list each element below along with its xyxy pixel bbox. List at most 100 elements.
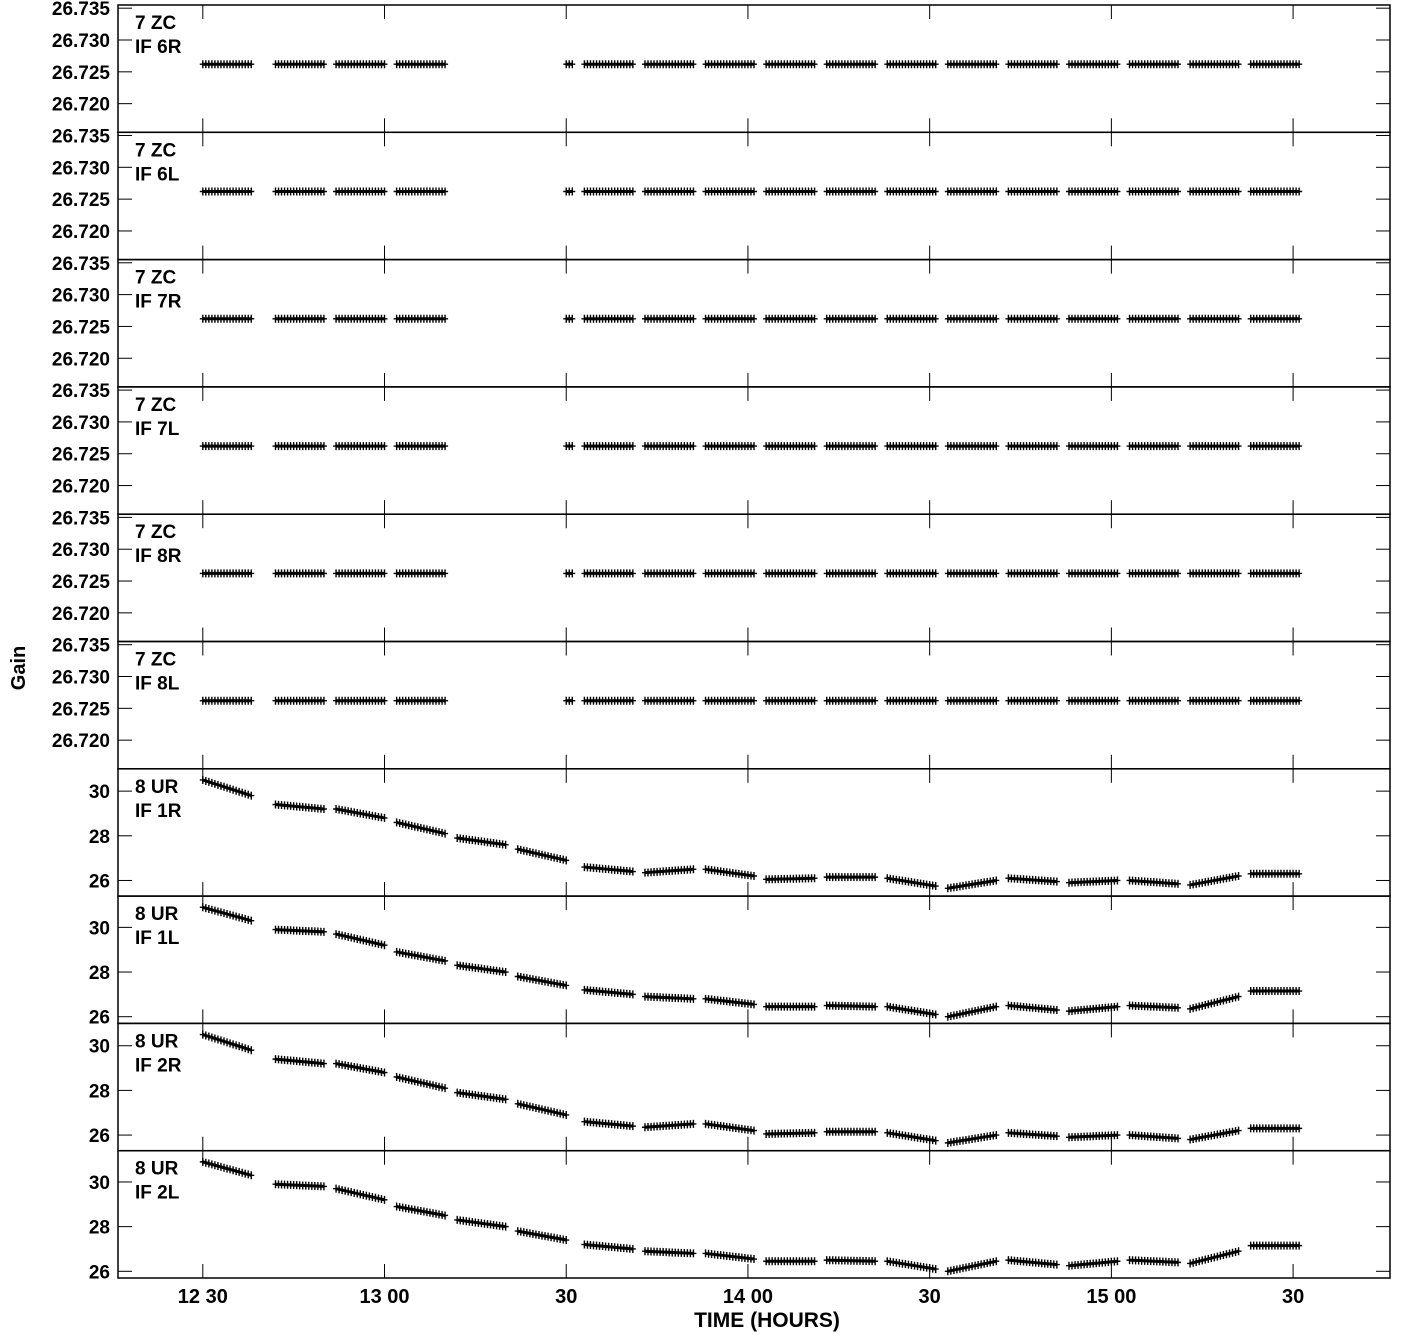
data-marker xyxy=(1114,696,1121,705)
data-marker xyxy=(381,1068,388,1077)
data-marker xyxy=(1053,1132,1060,1141)
panel-antenna-label: 8 UR xyxy=(135,1159,179,1180)
y-tick-label: 26.730 xyxy=(52,540,110,561)
data-marker xyxy=(1296,569,1303,578)
y-tick-label: 26.720 xyxy=(52,349,110,370)
y-tick-label: 28 xyxy=(89,827,110,848)
data-marker xyxy=(629,60,636,69)
data-marker xyxy=(1196,1257,1203,1266)
data-marker xyxy=(211,1161,218,1170)
data-marker xyxy=(1296,869,1303,878)
data-marker xyxy=(751,314,757,323)
data-marker xyxy=(993,1257,1000,1266)
data-marker xyxy=(629,990,636,999)
panel-antenna-label: 7 ZC xyxy=(135,268,176,289)
data-marker xyxy=(221,782,227,791)
panel-8-ur-if-1l: 26 28 30 8 UR IF 1L xyxy=(89,895,1391,1029)
y-axis-label: Gain xyxy=(8,646,30,690)
data-marker xyxy=(1114,1002,1121,1011)
x-tick-label: 13 00 xyxy=(359,1286,409,1308)
data-marker xyxy=(320,569,327,578)
y-tick-label: 26.725 xyxy=(52,63,111,84)
data-marker xyxy=(224,783,231,792)
data-marker xyxy=(1199,1001,1206,1010)
data-marker xyxy=(1205,1254,1212,1263)
panel-if-label: IF 8R xyxy=(135,546,182,567)
data-marker xyxy=(1053,314,1060,323)
panel-antenna-label: 8 UR xyxy=(135,1031,179,1052)
panel-antenna-label: 8 UR xyxy=(135,777,179,798)
data-marker xyxy=(227,784,234,793)
data-marker xyxy=(872,442,879,451)
data-marker xyxy=(381,696,388,705)
data-marker xyxy=(199,1157,206,1166)
data-marker xyxy=(811,874,818,883)
panel-frame xyxy=(117,131,1391,261)
data-marker xyxy=(202,1158,209,1167)
data-marker xyxy=(751,442,757,451)
panel-frame xyxy=(117,258,1391,388)
data-marker xyxy=(366,1192,373,1201)
data-marker xyxy=(811,1002,818,1011)
data-marker xyxy=(1053,442,1060,451)
data-marker xyxy=(227,910,234,919)
y-tick-label: 26.725 xyxy=(52,699,111,720)
data-marker xyxy=(381,941,388,950)
data-marker xyxy=(236,913,243,922)
data-marker xyxy=(993,876,1000,885)
data-marker xyxy=(248,1046,255,1055)
data-marker xyxy=(690,60,697,69)
x-tick-label: 12 30 xyxy=(178,1286,228,1308)
data-marker xyxy=(1208,1254,1215,1263)
data-marker xyxy=(751,60,757,69)
data-marker xyxy=(872,314,879,323)
data-marker xyxy=(1193,1003,1200,1012)
data-marker xyxy=(569,569,576,578)
data-marker xyxy=(217,908,224,917)
data-marker xyxy=(1217,997,1224,1006)
y-tick-label: 26 xyxy=(89,1262,110,1283)
panel-8-ur-if-2r: 26 28 30 8 UR IF 2R xyxy=(89,1022,1391,1152)
data-marker xyxy=(1214,997,1221,1006)
x-axis-label: TIME (HOURS) xyxy=(694,1309,840,1332)
data-marker xyxy=(1217,1251,1224,1260)
data-marker xyxy=(751,1126,757,1135)
x-tick-label: 30 xyxy=(919,1286,941,1308)
data-marker xyxy=(1296,314,1303,323)
data-marker xyxy=(1235,442,1242,451)
panel-if-label: IF 7L xyxy=(135,419,180,440)
data-marker xyxy=(872,696,879,705)
data-marker xyxy=(1235,60,1242,69)
data-marker xyxy=(690,314,697,323)
data-marker xyxy=(227,1165,234,1174)
data-marker xyxy=(629,187,636,196)
data-marker xyxy=(245,915,252,924)
y-tick-label: 26.730 xyxy=(52,158,110,179)
y-tick-label: 26.725 xyxy=(52,572,111,593)
data-marker xyxy=(248,187,255,196)
data-marker xyxy=(230,1166,237,1175)
data-marker xyxy=(1053,60,1060,69)
data-marker xyxy=(1229,994,1236,1003)
data-marker xyxy=(1202,1255,1209,1264)
data-marker xyxy=(1053,187,1060,196)
y-tick-label: 26 xyxy=(89,871,110,892)
data-marker xyxy=(811,1257,818,1266)
data-marker xyxy=(1296,60,1303,69)
panel-7-zc-if-7r: 26.720 26.725 26.730 26.735 7 ZC IF 7R xyxy=(52,254,1391,388)
data-marker xyxy=(320,187,327,196)
data-marker xyxy=(1190,1258,1197,1267)
panel-if-label: IF 1L xyxy=(135,928,180,949)
data-marker xyxy=(236,1042,243,1051)
data-marker xyxy=(239,788,246,797)
data-marker xyxy=(442,314,449,323)
data-marker xyxy=(1211,1253,1218,1262)
panel-frame xyxy=(117,640,1391,770)
data-marker xyxy=(1175,1003,1181,1012)
data-marker xyxy=(217,1162,224,1171)
data-marker xyxy=(502,1222,509,1231)
panel-if-label: IF 6L xyxy=(135,164,180,185)
data-marker xyxy=(248,1171,255,1180)
y-tick-label: 26.730 xyxy=(52,413,110,434)
data-marker xyxy=(202,776,209,785)
